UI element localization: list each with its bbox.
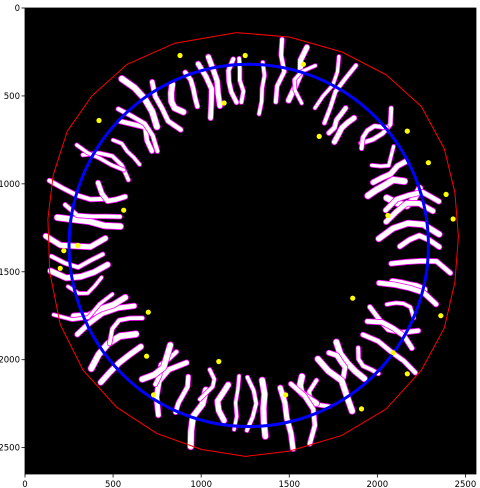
vessel-segment <box>95 180 128 204</box>
x-axis: 0 500 1000 1500 2000 2500 <box>22 474 476 488</box>
endpoint-marker <box>96 117 102 124</box>
endpoint-marker <box>144 353 150 359</box>
endpoint-marker <box>450 216 456 222</box>
vessel-segment <box>292 64 317 105</box>
endpoint-marker <box>145 309 151 315</box>
vessel-segment <box>389 258 453 276</box>
vessel-segment <box>326 105 348 136</box>
vessel-segment <box>198 367 216 401</box>
vessel-segment <box>333 339 368 382</box>
outer-contour <box>47 32 459 457</box>
vessel-segment <box>205 54 223 109</box>
x-tick-label: 2000 <box>367 480 389 488</box>
x-tick-label: 0 <box>22 480 27 488</box>
y-tick-label: 2500 <box>0 444 20 454</box>
axes-frame <box>24 7 477 475</box>
vessel-segment <box>383 189 442 213</box>
vessel-segment <box>370 158 409 185</box>
endpoint-marker <box>283 392 289 398</box>
vessel-segment <box>168 81 187 115</box>
endpoint-marker <box>443 191 449 197</box>
endpoint-marker <box>300 61 306 67</box>
fitted-circle <box>67 62 430 429</box>
endpoint-marker <box>358 406 365 412</box>
vessel-segment <box>111 138 142 167</box>
vessel-segment <box>331 115 357 145</box>
vessel-segment <box>385 301 416 320</box>
vessel-segment <box>359 124 389 151</box>
endpoints <box>57 52 456 412</box>
y-tick-label: 1500 <box>0 268 20 278</box>
x-tick-label: 500 <box>105 480 121 488</box>
vessel-segment <box>356 345 381 376</box>
vessel-segment <box>74 303 137 337</box>
endpoint-marker <box>425 160 431 166</box>
vessel-segment <box>47 262 111 281</box>
vessel-segment <box>315 356 355 414</box>
y-tick-label: 1000 <box>0 180 20 190</box>
vessel-segment <box>245 375 258 433</box>
vessel-segment <box>364 176 408 199</box>
endpoint-marker <box>404 371 410 377</box>
endpoint-marker <box>75 242 81 248</box>
endpoint-marker <box>438 313 444 319</box>
vessel-segment <box>259 377 269 440</box>
endpoint-marker <box>151 392 157 398</box>
endpoint-marker <box>177 52 183 59</box>
overlays <box>47 32 459 457</box>
endpoint-marker <box>385 212 391 219</box>
endpoint-marker <box>316 133 322 139</box>
vessel-segment <box>54 214 124 230</box>
endpoint-marker <box>221 100 227 106</box>
vessel-segment <box>360 332 418 375</box>
vessel-segment <box>358 106 394 146</box>
vessel-segment <box>107 316 145 346</box>
vessel-segment <box>232 374 241 432</box>
y-axis: 0 500 1000 1500 2000 2500 <box>0 4 25 454</box>
vessel-segment <box>214 382 231 424</box>
y-tick-label: 500 <box>4 92 20 102</box>
x-tick-label: 1500 <box>278 480 300 488</box>
x-tick-label: 1000 <box>190 480 212 488</box>
vessel-segment <box>75 143 126 172</box>
endpoint-marker <box>57 265 63 271</box>
y-tick-label: 2000 <box>0 356 20 366</box>
vessel-segment <box>98 344 144 385</box>
vessel-segment <box>173 374 191 415</box>
y-tick-label: 0 <box>15 4 20 14</box>
vessel-segment <box>257 60 267 116</box>
vessel-segment <box>370 144 396 168</box>
vessel-segment <box>376 280 439 307</box>
endpoint-marker <box>216 358 222 365</box>
vessel-segment <box>365 319 415 351</box>
vessel-segment <box>226 57 239 105</box>
endpoint-marker <box>121 207 127 213</box>
vessel-segment <box>195 61 215 121</box>
vessel-segment <box>326 350 348 380</box>
x-tick-label: 2500 <box>455 480 477 488</box>
endpoint-marker <box>242 52 248 59</box>
vessel-segment <box>397 233 442 250</box>
vessel-segment <box>139 342 174 382</box>
vessel-segment <box>183 70 200 109</box>
vessel-segment <box>288 381 318 446</box>
endpoint-marker <box>350 295 356 301</box>
endpoint-marker <box>404 128 410 134</box>
endpoint-marker <box>61 248 67 254</box>
vessel-segment <box>52 292 114 322</box>
vessel-segment <box>322 63 358 125</box>
vessel-segment <box>277 385 296 452</box>
vessel-segment <box>273 37 287 104</box>
endpoint-marker <box>390 350 396 356</box>
vessel-segment <box>49 252 105 270</box>
